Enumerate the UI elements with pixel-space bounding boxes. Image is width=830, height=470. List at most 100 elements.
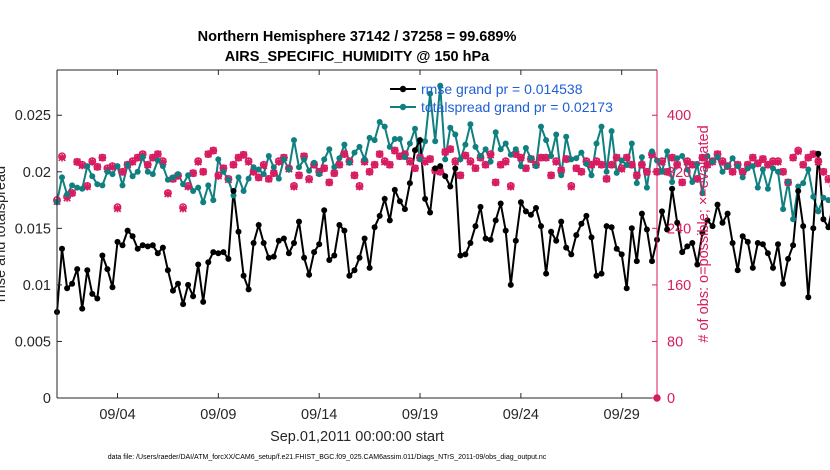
obs-evaluated-marker xyxy=(668,153,676,162)
totalspread-point xyxy=(210,197,217,204)
rmse-point xyxy=(679,249,686,256)
x-tick-label: 09/04 xyxy=(99,407,135,423)
totalspread-point xyxy=(558,172,565,179)
y-right-tick-label: 160 xyxy=(667,278,691,294)
rmse-point xyxy=(583,212,590,219)
rmse-point xyxy=(366,264,373,271)
totalspread-point xyxy=(301,156,308,163)
totalspread-point xyxy=(265,153,272,159)
obs-evaluated-marker xyxy=(68,189,76,197)
totalspread-point xyxy=(588,172,595,179)
obs-evaluated-marker xyxy=(557,166,566,175)
rmse-point xyxy=(759,241,766,248)
totalspread-point xyxy=(422,138,429,145)
rmse-point xyxy=(699,229,706,236)
rmse-point xyxy=(790,242,797,249)
obs-evaluated-marker xyxy=(380,158,389,166)
obs-evaluated-marker xyxy=(421,158,429,166)
rmse-point xyxy=(603,223,610,230)
obs-evaluated-marker xyxy=(426,155,434,163)
obs-evaluated-marker xyxy=(78,161,87,170)
rmse-point xyxy=(69,280,76,287)
obs-evaluated-marker xyxy=(179,204,187,213)
totalspread-point xyxy=(810,193,817,200)
obs-evaluated-marker xyxy=(693,175,702,183)
obs-evaluated-marker xyxy=(824,175,830,184)
rmse-point xyxy=(487,236,494,243)
totalspread-point xyxy=(613,169,620,176)
obs-evaluated-marker xyxy=(264,175,273,183)
rmse-point xyxy=(628,225,635,232)
obs-evaluated-marker xyxy=(259,161,268,170)
series-points xyxy=(54,82,830,315)
obs-evaluated-marker xyxy=(794,147,802,156)
rmse-point xyxy=(497,200,504,207)
totalspread-point xyxy=(119,182,126,189)
rmse-point xyxy=(578,220,585,227)
totalspread-point xyxy=(553,131,560,138)
plot-area xyxy=(57,70,657,398)
obs-evaluated-marker xyxy=(148,153,157,162)
rmse-point xyxy=(401,206,408,213)
obs-evaluated-marker xyxy=(703,160,712,169)
obs-evaluated-marker xyxy=(718,158,727,166)
rmse-point xyxy=(598,270,605,277)
totalspread-point xyxy=(195,184,202,191)
totalspread-point xyxy=(190,188,197,194)
totalspread-point xyxy=(482,146,489,153)
totalspread-point xyxy=(800,180,807,187)
obs-evaluated-marker xyxy=(270,169,278,178)
rmse-point xyxy=(280,235,287,242)
totalspread-point xyxy=(649,148,655,155)
rmse-point xyxy=(764,250,771,257)
y-right-tick-label: 400 xyxy=(667,108,691,124)
rmse-point xyxy=(144,243,151,250)
x-tick-label: 09/29 xyxy=(604,407,640,423)
totalspread-point xyxy=(477,153,484,159)
totalspread-point xyxy=(316,171,323,178)
rmse-point xyxy=(164,267,171,274)
totalspread-point xyxy=(563,133,570,140)
rmse-point xyxy=(94,295,101,302)
rmse-point xyxy=(260,240,267,246)
obs-evaluated-marker xyxy=(184,182,192,191)
totalspread-point xyxy=(719,168,726,175)
totalspread-point xyxy=(59,174,65,181)
y-left-tick-label: 0.005 xyxy=(15,334,51,350)
totalspread-point xyxy=(770,165,776,172)
rmse-point xyxy=(543,270,550,277)
rmse-point xyxy=(553,237,560,244)
rmse-point xyxy=(79,305,86,312)
totalspread-point xyxy=(260,171,267,178)
rmse-point xyxy=(311,249,318,256)
chart-title-line2: AIRS_SPECIFIC_HUMIDITY @ 150 hPa xyxy=(225,49,490,65)
totalspread-point xyxy=(704,153,711,159)
totalspread-point xyxy=(280,156,287,163)
totalspread-point xyxy=(396,136,403,142)
rmse-point xyxy=(548,228,555,235)
totalspread-point xyxy=(129,173,136,180)
totalspread-point xyxy=(447,124,454,131)
totalspread-point xyxy=(230,192,237,199)
obs-evaluated-marker xyxy=(597,160,606,169)
totalspread-point xyxy=(175,171,181,178)
rmse-point xyxy=(507,281,514,288)
totalspread-point xyxy=(356,143,363,150)
rmse-point xyxy=(563,244,570,251)
rmse-point xyxy=(638,210,645,217)
totalspread-point xyxy=(235,174,242,181)
y-left-tick-label: 0.015 xyxy=(15,221,51,237)
totalspread-point xyxy=(144,168,151,175)
totalspread-point xyxy=(780,206,787,213)
y-axis-left-label: rmse and totalspread xyxy=(0,166,9,302)
totalspread-point xyxy=(790,216,797,223)
obs-evaluated-marker xyxy=(496,160,505,169)
rmse-point xyxy=(517,199,524,206)
obs-evaluated-marker xyxy=(159,158,167,166)
totalspread-point xyxy=(89,173,96,180)
totalspread-point xyxy=(749,163,756,170)
x-axis-label: Sep.01,2011 00:00:00 start xyxy=(270,429,444,445)
rmse-point xyxy=(154,250,161,257)
obs-evaluated-marker xyxy=(774,158,782,166)
totalspread-point xyxy=(94,181,101,188)
